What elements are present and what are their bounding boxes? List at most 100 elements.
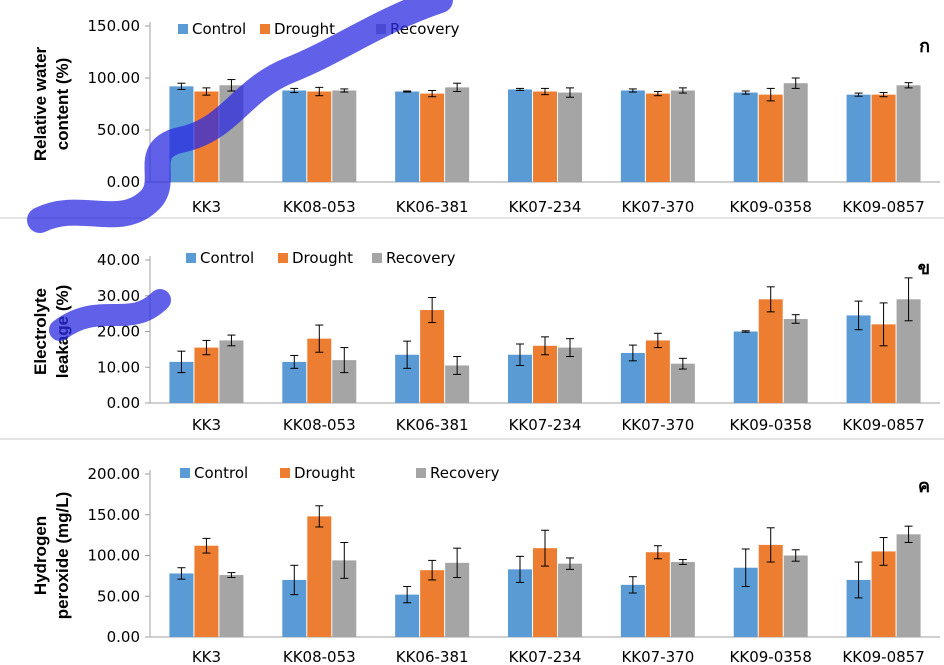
bar-drought-kk3 xyxy=(194,545,219,637)
bar-control-kk09-0358 xyxy=(733,92,758,182)
x-tick-label: KK09-0358 xyxy=(730,648,812,665)
x-tick-label: KK09-0358 xyxy=(730,416,812,434)
bar-recovery-kk09-0857 xyxy=(896,534,921,637)
legend-swatch xyxy=(280,468,290,478)
legend-swatch xyxy=(278,253,288,263)
x-tick-label: KK07-234 xyxy=(509,198,582,216)
bar-control-kk3 xyxy=(169,573,194,637)
x-tick-label: KK06-381 xyxy=(396,416,469,434)
legend-swatch xyxy=(260,24,270,34)
y-tick-label: 0.00 xyxy=(107,628,140,646)
x-tick-label: KK07-370 xyxy=(621,648,694,665)
x-tick-label: KK07-370 xyxy=(621,416,694,434)
bar-recovery-kk08-053 xyxy=(332,90,357,182)
legend-label: Recovery xyxy=(390,20,460,38)
bar-drought-kk08-053 xyxy=(307,516,332,637)
x-tick-label: KK09-0857 xyxy=(842,648,924,665)
x-tick-label: KK06-381 xyxy=(396,648,469,665)
x-tick-label: KK09-0857 xyxy=(842,198,924,216)
bar-recovery-kk07-370 xyxy=(670,363,695,403)
bar-drought-kk07-370 xyxy=(645,340,670,403)
legend-label: Recovery xyxy=(430,464,500,482)
bar-control-kk3 xyxy=(169,86,194,182)
y-tick-label: 30.00 xyxy=(97,287,140,305)
legend-swatch xyxy=(178,24,188,34)
panel-1: 0.00 50.00 100.00 150.00 Relative water conte… xyxy=(31,17,940,216)
bar-recovery-kk07-370 xyxy=(670,562,695,637)
y-tick-label: 50.00 xyxy=(97,587,140,605)
x-tick-label: KK09-0358 xyxy=(730,198,812,216)
legend-label: Drought xyxy=(292,249,353,267)
legend-swatch xyxy=(376,24,386,34)
bar-control-kk09-0857 xyxy=(846,94,871,182)
y-tick-label: 0.00 xyxy=(107,394,140,412)
bar-drought-kk07-370 xyxy=(645,93,670,182)
bar-drought-kk06-381 xyxy=(420,570,445,637)
bar-recovery-kk09-0358 xyxy=(783,555,808,637)
bar-recovery-kk07-370 xyxy=(670,90,695,182)
x-tick-label: KK08-053 xyxy=(283,198,356,216)
y-tick-label: 100.00 xyxy=(88,547,141,565)
bar-drought-kk07-234 xyxy=(533,91,557,182)
bar-recovery-kk09-0358 xyxy=(783,83,808,182)
bar-control-kk06-381 xyxy=(395,91,420,182)
bar-control-kk09-0358 xyxy=(733,331,758,403)
y-tick-label: 40.00 xyxy=(97,251,140,269)
y-axis-label: peroxide (mg/L) xyxy=(53,492,72,620)
x-tick-label: KK07-370 xyxy=(621,198,694,216)
panel-label: ค xyxy=(918,476,930,497)
y-tick-label: 10.00 xyxy=(97,358,140,376)
y-tick-label: 50.00 xyxy=(97,121,140,139)
panel-label: ข xyxy=(918,258,930,279)
legend-label: Control xyxy=(200,249,254,267)
y-tick-label: 150.00 xyxy=(88,17,141,35)
bar-recovery-kk3 xyxy=(219,85,244,182)
bar-control-kk07-234 xyxy=(508,89,532,182)
bar-drought-kk09-0857 xyxy=(871,94,896,182)
panel-label: ก xyxy=(919,36,930,57)
bar-drought-kk09-0358 xyxy=(758,299,783,403)
panel-2: 0.00 10.00 20.00 30.00 40.00 Electrolyte leaka… xyxy=(31,249,940,434)
bar-recovery-kk3 xyxy=(219,575,244,637)
y-tick-label: 20.00 xyxy=(97,323,140,341)
legend-swatch xyxy=(416,468,426,478)
legend-label: Control xyxy=(192,20,246,38)
bar-recovery-kk09-0358 xyxy=(783,318,808,403)
y-tick-label: 150.00 xyxy=(88,506,141,524)
bar-drought-kk08-053 xyxy=(307,91,332,182)
bar-recovery-kk06-381 xyxy=(445,87,470,182)
y-tick-label: 200.00 xyxy=(88,465,141,483)
legend-label: Drought xyxy=(294,464,355,482)
x-tick-label: KK08-053 xyxy=(283,416,356,434)
bar-recovery-kk3 xyxy=(219,340,244,403)
y-tick-label: 100.00 xyxy=(88,69,141,87)
legend-swatch xyxy=(372,253,382,263)
bar-recovery-kk07-234 xyxy=(558,563,582,637)
y-axis-label: Relative water xyxy=(31,46,50,161)
legend-swatch xyxy=(180,468,190,478)
bar-drought-kk07-370 xyxy=(645,552,670,637)
bar-drought-kk09-0358 xyxy=(758,94,783,182)
legend-label: Drought xyxy=(274,20,335,38)
bar-drought-kk3 xyxy=(194,91,219,182)
bar-control-kk08-053 xyxy=(282,90,307,182)
y-axis-label: Electrolyte xyxy=(31,288,50,375)
y-axis-label: leakage (%) xyxy=(53,285,72,379)
bar-recovery-kk09-0857 xyxy=(896,85,921,182)
legend-swatch xyxy=(186,253,196,263)
x-tick-label: KK3 xyxy=(192,198,221,216)
bar-drought-kk06-381 xyxy=(420,310,445,403)
legend-label: Recovery xyxy=(386,249,456,267)
y-tick-label: 0.00 xyxy=(107,173,140,191)
y-axis-label: content (%) xyxy=(53,58,72,151)
bar-control-kk07-370 xyxy=(620,584,645,637)
x-tick-label: KK08-053 xyxy=(283,648,356,665)
x-tick-label: KK07-234 xyxy=(509,416,582,434)
bar-drought-kk3 xyxy=(194,347,219,403)
x-tick-label: KK3 xyxy=(192,416,221,434)
bar-drought-kk07-234 xyxy=(533,345,557,403)
panel-3: 0.00 50.00 100.00 150.00 200.00 Hydrogen perox… xyxy=(31,464,940,665)
x-tick-label: KK09-0857 xyxy=(842,416,924,434)
bar-recovery-kk07-234 xyxy=(558,92,582,182)
